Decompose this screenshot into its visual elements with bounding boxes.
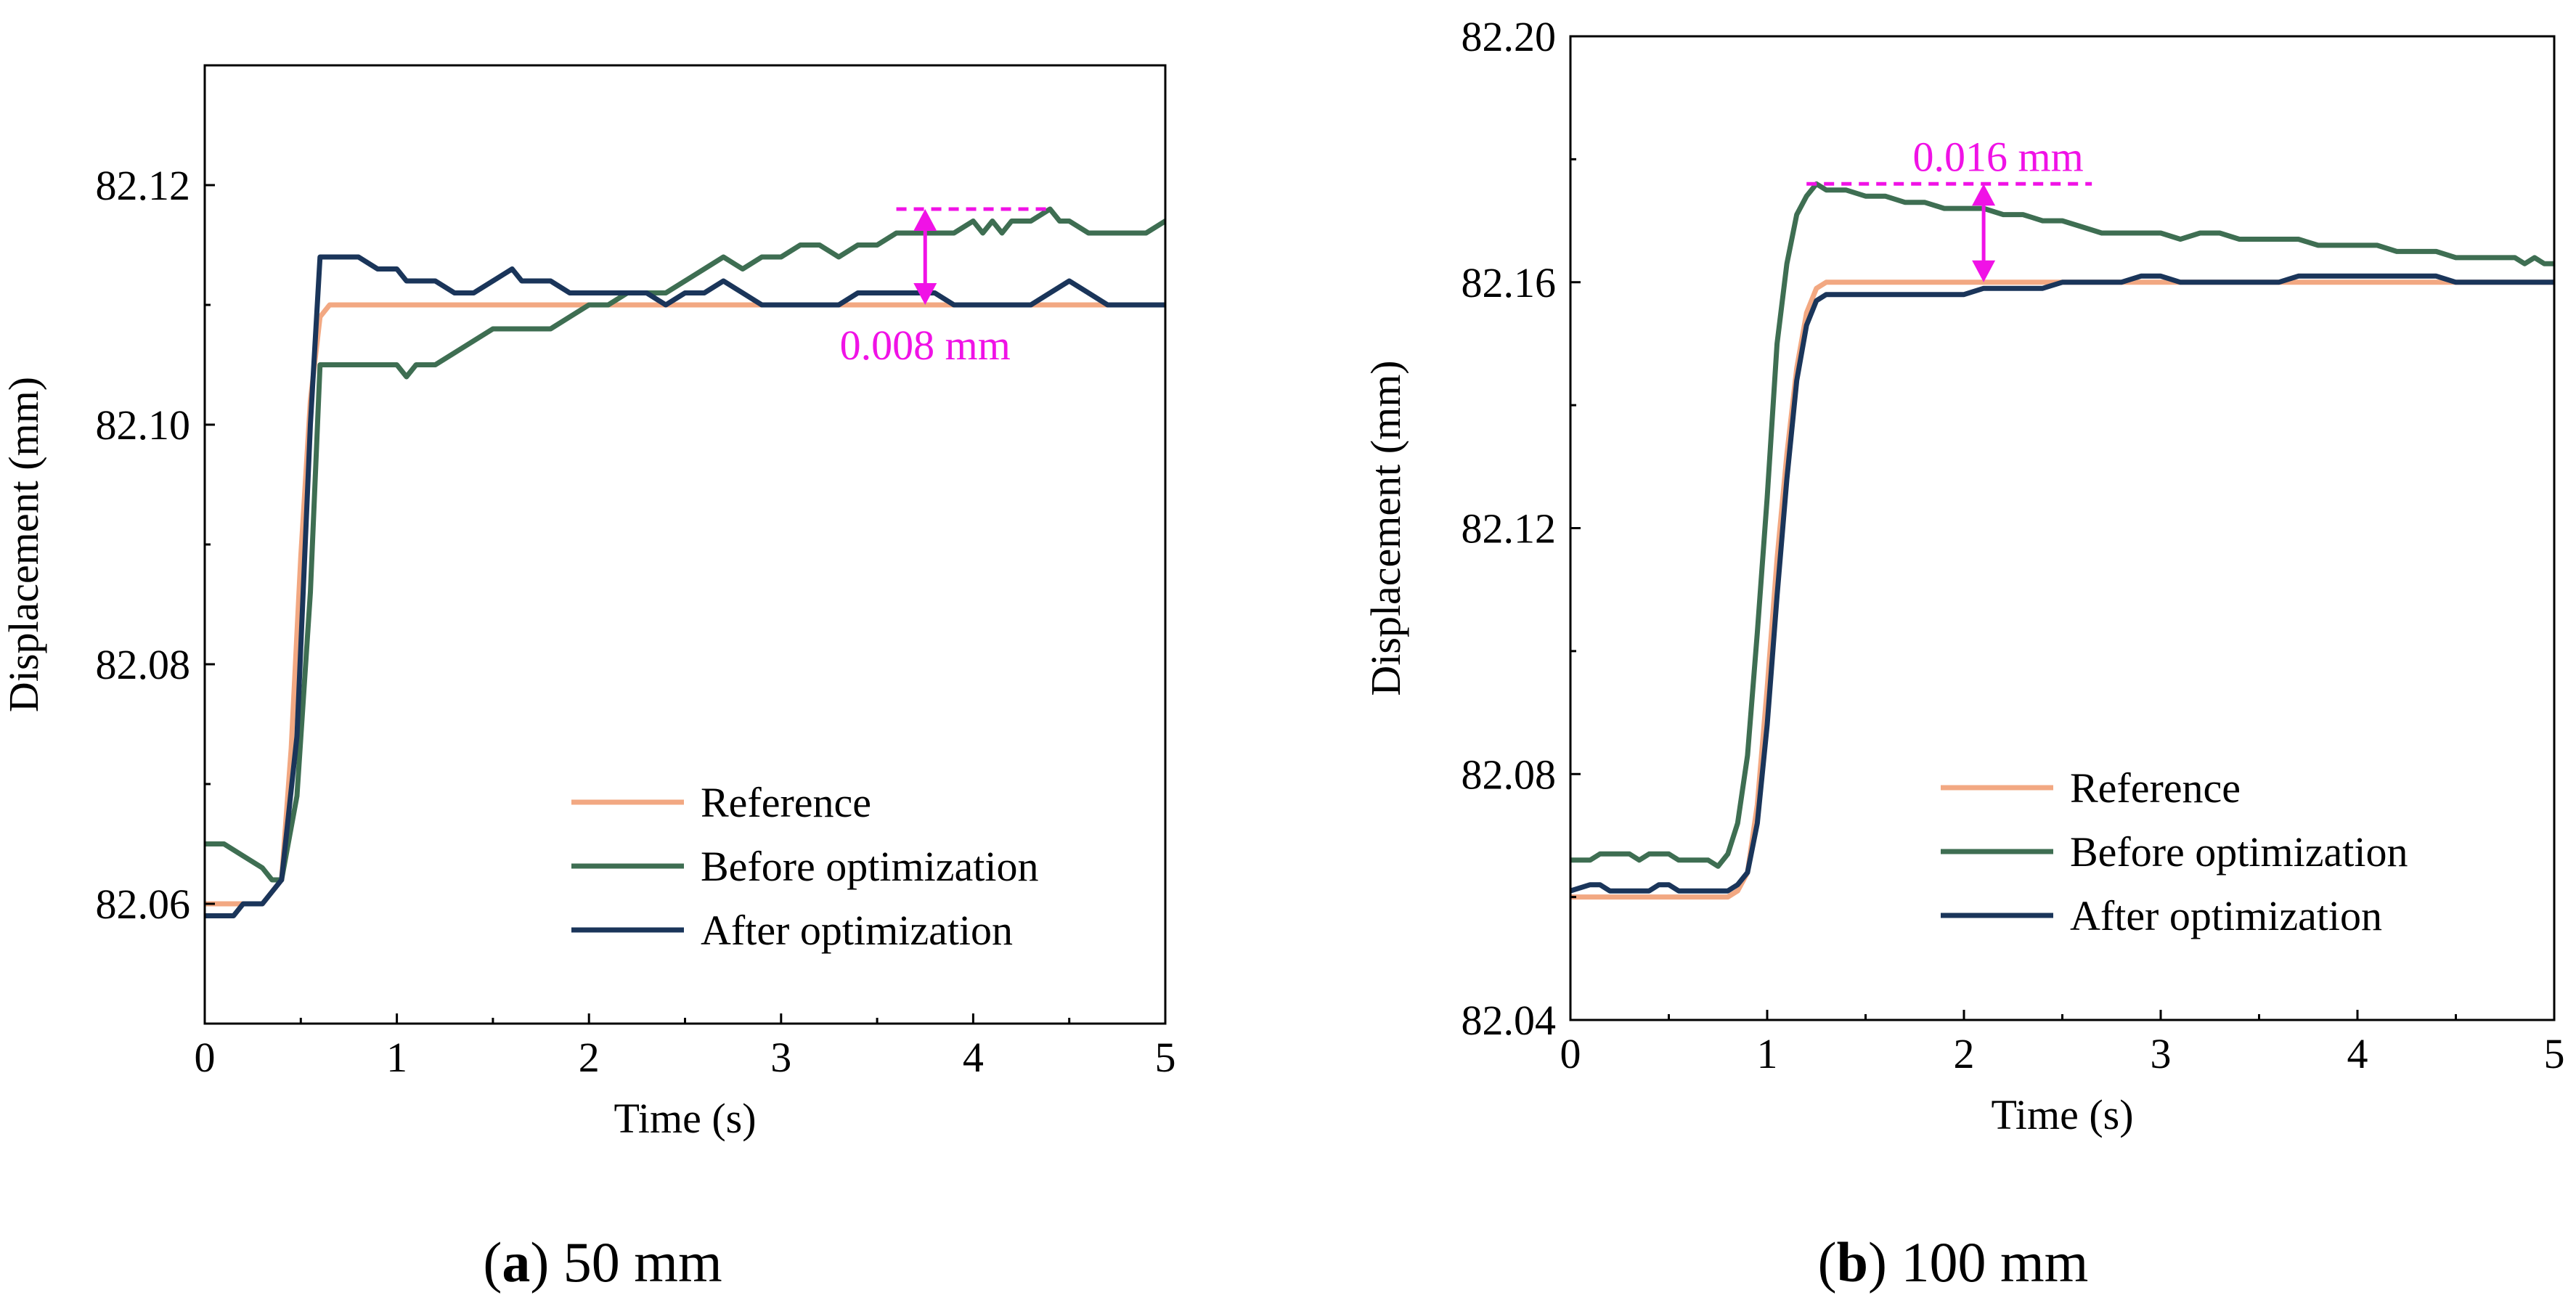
x-tick-label: 1: [1757, 1030, 1778, 1077]
plot-area: [205, 206, 1165, 918]
series-line-reference: [1570, 279, 2554, 900]
x-axis-label: Time (s): [1991, 1091, 2133, 1138]
chart-panel-a: 0 1 2 3 4 5 82.06 82.08 82.10 82.12 Time (s) Displa…: [0, 64, 1176, 1294]
series-line-reference: [205, 302, 1165, 907]
plot-area: [1570, 181, 2554, 900]
y-axis-label: Displacement (mm): [0, 377, 47, 712]
x-axis-label: Time (s): [614, 1095, 756, 1142]
series-line-before: [1570, 181, 2554, 869]
y-tick-label: 82.12: [1462, 505, 1557, 552]
chart-panel-b: 0 1 2 3 4 5 82.04 82.08 82.12 82.16 82.20 Time (s) D…: [1362, 13, 2565, 1294]
x-tick-label: 2: [1954, 1030, 1975, 1077]
x-tick-label: 0: [195, 1034, 216, 1081]
x-tick-label: 0: [1560, 1030, 1581, 1077]
annotation-arrowhead-up: [913, 209, 937, 231]
x-tick-label: 5: [1155, 1034, 1176, 1081]
x-tick-label: 3: [2151, 1030, 2172, 1077]
annotation-arrowhead-up: [1972, 184, 1996, 206]
series-line-after: [1570, 273, 2554, 894]
panel-caption: (a) 50 mm: [483, 1231, 722, 1294]
x-tick-label: 4: [2347, 1030, 2368, 1077]
y-tick-label: 82.12: [96, 162, 191, 209]
annotation-label: 0.008 mm: [840, 322, 1011, 369]
annotation-label: 0.016 mm: [1912, 133, 2083, 180]
legend-label-reference: Reference: [701, 779, 871, 826]
legend-label-before: Before optimization: [2070, 828, 2408, 876]
series-line-after: [205, 254, 1165, 918]
legend-label-reference: Reference: [2070, 764, 2241, 812]
panel-caption: (b) 100 mm: [1818, 1231, 2089, 1294]
y-axis-label: Displacement (mm): [1362, 360, 1409, 695]
y-tick-label: 82.04: [1462, 997, 1557, 1044]
legend-label-after: After optimization: [2070, 892, 2382, 939]
y-tick-label: 82.06: [96, 881, 191, 928]
x-tick-label: 3: [770, 1034, 791, 1081]
y-tick-label: 82.08: [1462, 751, 1557, 798]
y-tick-label: 82.16: [1462, 259, 1557, 306]
y-tick-label: 82.10: [96, 401, 191, 449]
series-line-before: [205, 206, 1165, 883]
annotation-arrowhead-down: [1972, 260, 1996, 282]
x-tick-label: 1: [386, 1034, 407, 1081]
y-tick-label: 82.08: [96, 641, 191, 688]
legend-label-before: Before optimization: [701, 843, 1038, 890]
y-tick-label: 82.20: [1462, 13, 1557, 60]
x-tick-label: 2: [579, 1034, 600, 1081]
x-tick-label: 4: [963, 1034, 984, 1081]
x-tick-label: 5: [2544, 1030, 2565, 1077]
annotation-arrowhead-down: [913, 283, 937, 305]
legend-label-after: After optimization: [701, 907, 1013, 954]
